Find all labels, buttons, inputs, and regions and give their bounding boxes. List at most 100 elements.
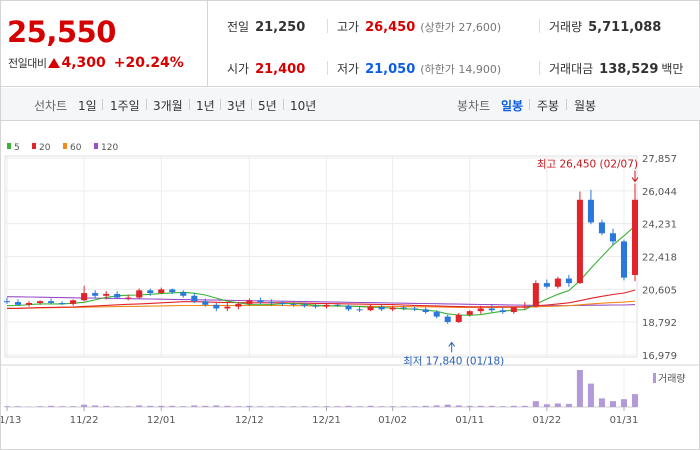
candle-body — [312, 305, 319, 307]
x-tick-label: 01/22 — [532, 415, 561, 426]
candle-body — [48, 301, 55, 304]
candle-body — [268, 302, 275, 304]
candle-body — [400, 307, 407, 309]
period-1w[interactable]: 1주일 — [110, 99, 140, 113]
candle-body — [334, 304, 341, 306]
current-price: 25,550 — [7, 15, 116, 49]
volume-bar — [609, 401, 616, 407]
volume-bar — [488, 405, 495, 407]
volume-bar — [59, 406, 66, 407]
candle-body — [444, 316, 451, 323]
upper-limit: (상한가 27,600) — [420, 21, 502, 34]
volume-bar — [136, 405, 143, 407]
period-3y[interactable]: 3년 — [227, 99, 246, 113]
volume-bar — [587, 383, 594, 407]
volume-bar — [37, 406, 44, 407]
candle-chart-label: 봉차트 — [457, 99, 491, 113]
legend-label: 20 — [39, 143, 51, 153]
volume-bar — [455, 405, 462, 407]
volume-bar — [191, 405, 198, 407]
prev-close-stat: 전일 21,250 — [227, 18, 305, 35]
volume-label: 거래량 — [549, 20, 583, 34]
volume-bar — [389, 406, 396, 407]
x-tick-label: 01/11 — [455, 415, 484, 426]
open-label: 시가 — [227, 62, 250, 76]
period-weekly[interactable]: 주봉 — [537, 99, 560, 113]
volume-bar — [103, 405, 110, 407]
volume-bar — [631, 394, 639, 407]
candle-body — [158, 289, 165, 294]
volume-bar — [290, 406, 297, 407]
candle-body — [70, 300, 77, 304]
divider — [220, 99, 221, 110]
volume-bar — [301, 406, 308, 407]
volume-bar — [367, 405, 374, 407]
candle-body — [103, 293, 110, 296]
volume-bar — [114, 406, 121, 407]
divider — [102, 99, 103, 110]
chart-period-bar: 선차트 1일 1주일 3개월 1년 3년 5년 10년 봉차트 일봉 주봉 월봉 — [1, 88, 700, 121]
prev-close-value: 21,250 — [255, 20, 306, 35]
volume-bar — [279, 406, 286, 407]
volume-bar — [334, 406, 341, 407]
candle-body — [246, 300, 253, 304]
candle-body — [14, 302, 22, 305]
candlestick-chart[interactable]: 27,857 26,044 24,231 22,418 20,605 18,792 16,9… — [1, 122, 699, 450]
volume-bar — [433, 405, 440, 407]
volume-bar — [268, 406, 275, 407]
volume-bar — [213, 405, 220, 407]
volume-bar — [92, 405, 99, 407]
period-1d[interactable]: 1일 — [78, 99, 97, 113]
candle-body — [235, 303, 242, 307]
volume-legend-swatch — [653, 373, 656, 383]
volume-bar — [356, 406, 363, 407]
change-rate: +20.24% — [113, 55, 184, 71]
volume-bar — [70, 406, 77, 407]
x-tick-label: 01/02 — [378, 415, 407, 426]
period-daily[interactable]: 일봉 — [501, 99, 524, 113]
x-tick-label: 11/22 — [70, 415, 99, 426]
candle-body — [499, 310, 506, 313]
high-value: 26,450 — [365, 20, 416, 35]
prev-close-label: 전일 — [227, 20, 250, 34]
candle-body — [477, 308, 484, 312]
candle-body — [136, 290, 143, 298]
candle-body — [147, 290, 154, 294]
period-10y[interactable]: 10년 — [290, 99, 317, 113]
period-3m[interactable]: 3개월 — [153, 99, 183, 113]
high-label: 고가 — [337, 20, 360, 34]
period-monthly[interactable]: 월봉 — [574, 99, 597, 113]
volume-bar — [246, 405, 253, 407]
up-triangle-icon — [48, 58, 61, 68]
divider — [189, 99, 190, 110]
divider — [539, 19, 540, 33]
change-value: 4,300 — [61, 55, 106, 71]
change-row: 전일대비 4,300 +20.24% — [8, 55, 184, 71]
volume-legend-label: 거래량 — [658, 373, 686, 385]
volume-bar — [169, 405, 176, 407]
candle-body — [356, 309, 363, 311]
volume-bar — [14, 406, 22, 407]
low-arrow-head — [448, 341, 456, 347]
period-5y[interactable]: 5년 — [258, 99, 277, 113]
candle-body — [26, 303, 33, 305]
open-stat: 시가 21,400 — [227, 60, 305, 77]
low-value: 21,050 — [365, 62, 416, 77]
high-stat: 고가 26,450 (상한가 27,600) — [337, 18, 501, 35]
candle-body — [598, 222, 605, 234]
candle-body — [521, 306, 528, 308]
legend-swatch — [94, 143, 98, 149]
y-tick-label: 24,231 — [642, 220, 677, 231]
amount-value: 138,529 — [599, 62, 659, 77]
candle-body — [37, 301, 44, 304]
candle-body — [257, 300, 264, 303]
low-stat: 저가 21,050 (하한가 14,900) — [337, 60, 501, 77]
volume-stat: 거래량 5,711,088 — [549, 18, 661, 35]
volume-bar — [3, 406, 11, 407]
candle-body — [367, 306, 374, 311]
volume-bar — [312, 406, 319, 407]
volume-bar — [158, 405, 165, 407]
period-1y[interactable]: 1년 — [196, 99, 215, 113]
ma120-line — [6, 296, 636, 307]
volume-bar — [444, 404, 451, 407]
